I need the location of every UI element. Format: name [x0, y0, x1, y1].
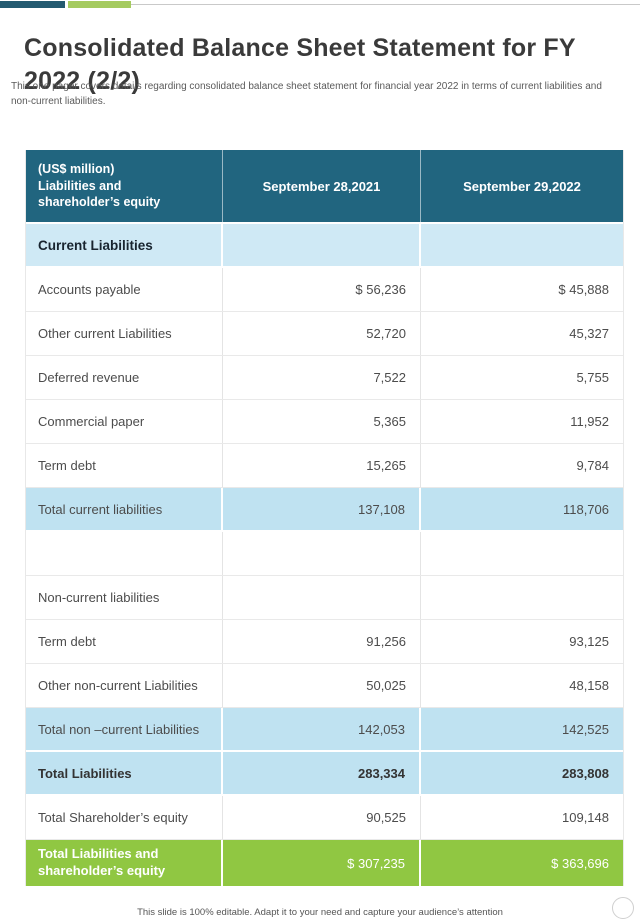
table-row: Total Liabilities 283,334 283,808	[26, 752, 623, 796]
value-2022	[421, 532, 623, 575]
table-row: Current Liabilities	[26, 224, 623, 268]
table-row: Other non-current Liabilities 50,025 48,15…	[26, 664, 623, 708]
row-label: Term debt	[26, 620, 223, 663]
value-2022: $ 363,696	[421, 840, 623, 886]
row-label: Non-current liabilities	[26, 576, 223, 619]
value-2021: 7,522	[223, 356, 421, 399]
row-label	[26, 532, 223, 575]
value-2021: 142,053	[223, 708, 421, 750]
page-title: Consolidated Balance Sheet Statement for…	[24, 34, 576, 95]
value-2021: 15,265	[223, 444, 421, 487]
value-2022: 11,952	[570, 414, 609, 429]
value-2022	[421, 224, 623, 266]
page-subtitle: This one pager covers details regarding …	[11, 81, 602, 107]
table-row: Other current Liabilities 52,720 45,327	[26, 312, 623, 356]
table-row: Accounts payable $ 56,236 $ 45,888	[26, 268, 623, 312]
accent-divider-line	[131, 4, 640, 5]
balance-sheet-table: (US$ million) Liabilities and shareholde…	[25, 150, 624, 886]
accent-bar-teal	[0, 1, 65, 8]
value-2022: 93,125	[569, 634, 609, 649]
row-label: Accounts payable	[26, 268, 223, 311]
row-label: Commercial paper	[26, 400, 223, 443]
row-label: Total non –current Liabilities	[26, 708, 223, 750]
accent-bar-green	[68, 1, 131, 8]
value-2022: 142,525	[421, 708, 623, 750]
row-label: Deferred revenue	[26, 356, 223, 399]
column-header-liabilities-equity: (US$ million) Liabilities and shareholde…	[26, 150, 223, 222]
row-label: Other non-current Liabilities	[26, 664, 223, 707]
footer-note: This slide is 100% editable. Adapt it to…	[137, 907, 503, 918]
value-2021: 52,720	[223, 312, 421, 355]
table-header-row: (US$ million) Liabilities and shareholde…	[26, 150, 623, 224]
value-2022: 45,327	[569, 326, 609, 341]
table-row: Deferred revenue 7,522 5,755	[26, 356, 623, 400]
value-2021	[223, 532, 421, 575]
table-row: Term debt 91,256 93,125	[26, 620, 623, 664]
table-row: Total non –current Liabilities 142,053 142…	[26, 708, 623, 752]
value-2021: 91,256	[223, 620, 421, 663]
column-header-september-2022: September 29,2022	[463, 178, 581, 194]
value-2021: $ 56,236	[223, 268, 421, 311]
value-2022: 48,158	[569, 678, 609, 693]
row-label: Total current liabilities	[26, 488, 223, 530]
value-2022: 118,706	[421, 488, 623, 530]
column-header-september-2021: September 28,2021	[223, 150, 421, 222]
value-2021	[223, 224, 421, 266]
value-2021	[223, 576, 421, 619]
table-row: Total Liabilities and shareholder’s equi…	[26, 840, 623, 886]
value-2021: 90,525	[223, 796, 421, 839]
row-label: Total Shareholder’s equity	[26, 796, 223, 839]
value-2022: $ 45,888	[558, 282, 609, 297]
value-2022: 5,755	[576, 370, 609, 385]
value-2022	[421, 576, 623, 619]
value-2022: 109,148	[562, 810, 609, 825]
value-2022: 9,784	[576, 458, 609, 473]
value-2021: 283,334	[223, 752, 421, 794]
value-2021: 137,108	[223, 488, 421, 530]
table-row: Total current liabilities 137,108 118,706	[26, 488, 623, 532]
row-label: Other current Liabilities	[26, 312, 223, 355]
row-label: Current Liabilities	[26, 224, 223, 266]
table-row	[26, 532, 623, 576]
value-2021: 50,025	[223, 664, 421, 707]
row-label: Total Liabilities and shareholder’s equi…	[26, 840, 223, 886]
value-2021: 5,365	[223, 400, 421, 443]
row-label: Total Liabilities	[26, 752, 223, 794]
table-row: Total Shareholder’s equity 90,525 109,148	[26, 796, 623, 840]
table-body: Current Liabilities Accounts payable $ 56,…	[26, 224, 623, 886]
value-2022: 283,808	[421, 752, 623, 794]
table-row: Non-current liabilities	[26, 576, 623, 620]
value-2021: $ 307,235	[223, 840, 421, 886]
row-label: Term debt	[26, 444, 223, 487]
decorative-circle	[612, 897, 634, 919]
table-row: Term debt 15,265 9,784	[26, 444, 623, 488]
table-row: Commercial paper 5,365 11,952	[26, 400, 623, 444]
